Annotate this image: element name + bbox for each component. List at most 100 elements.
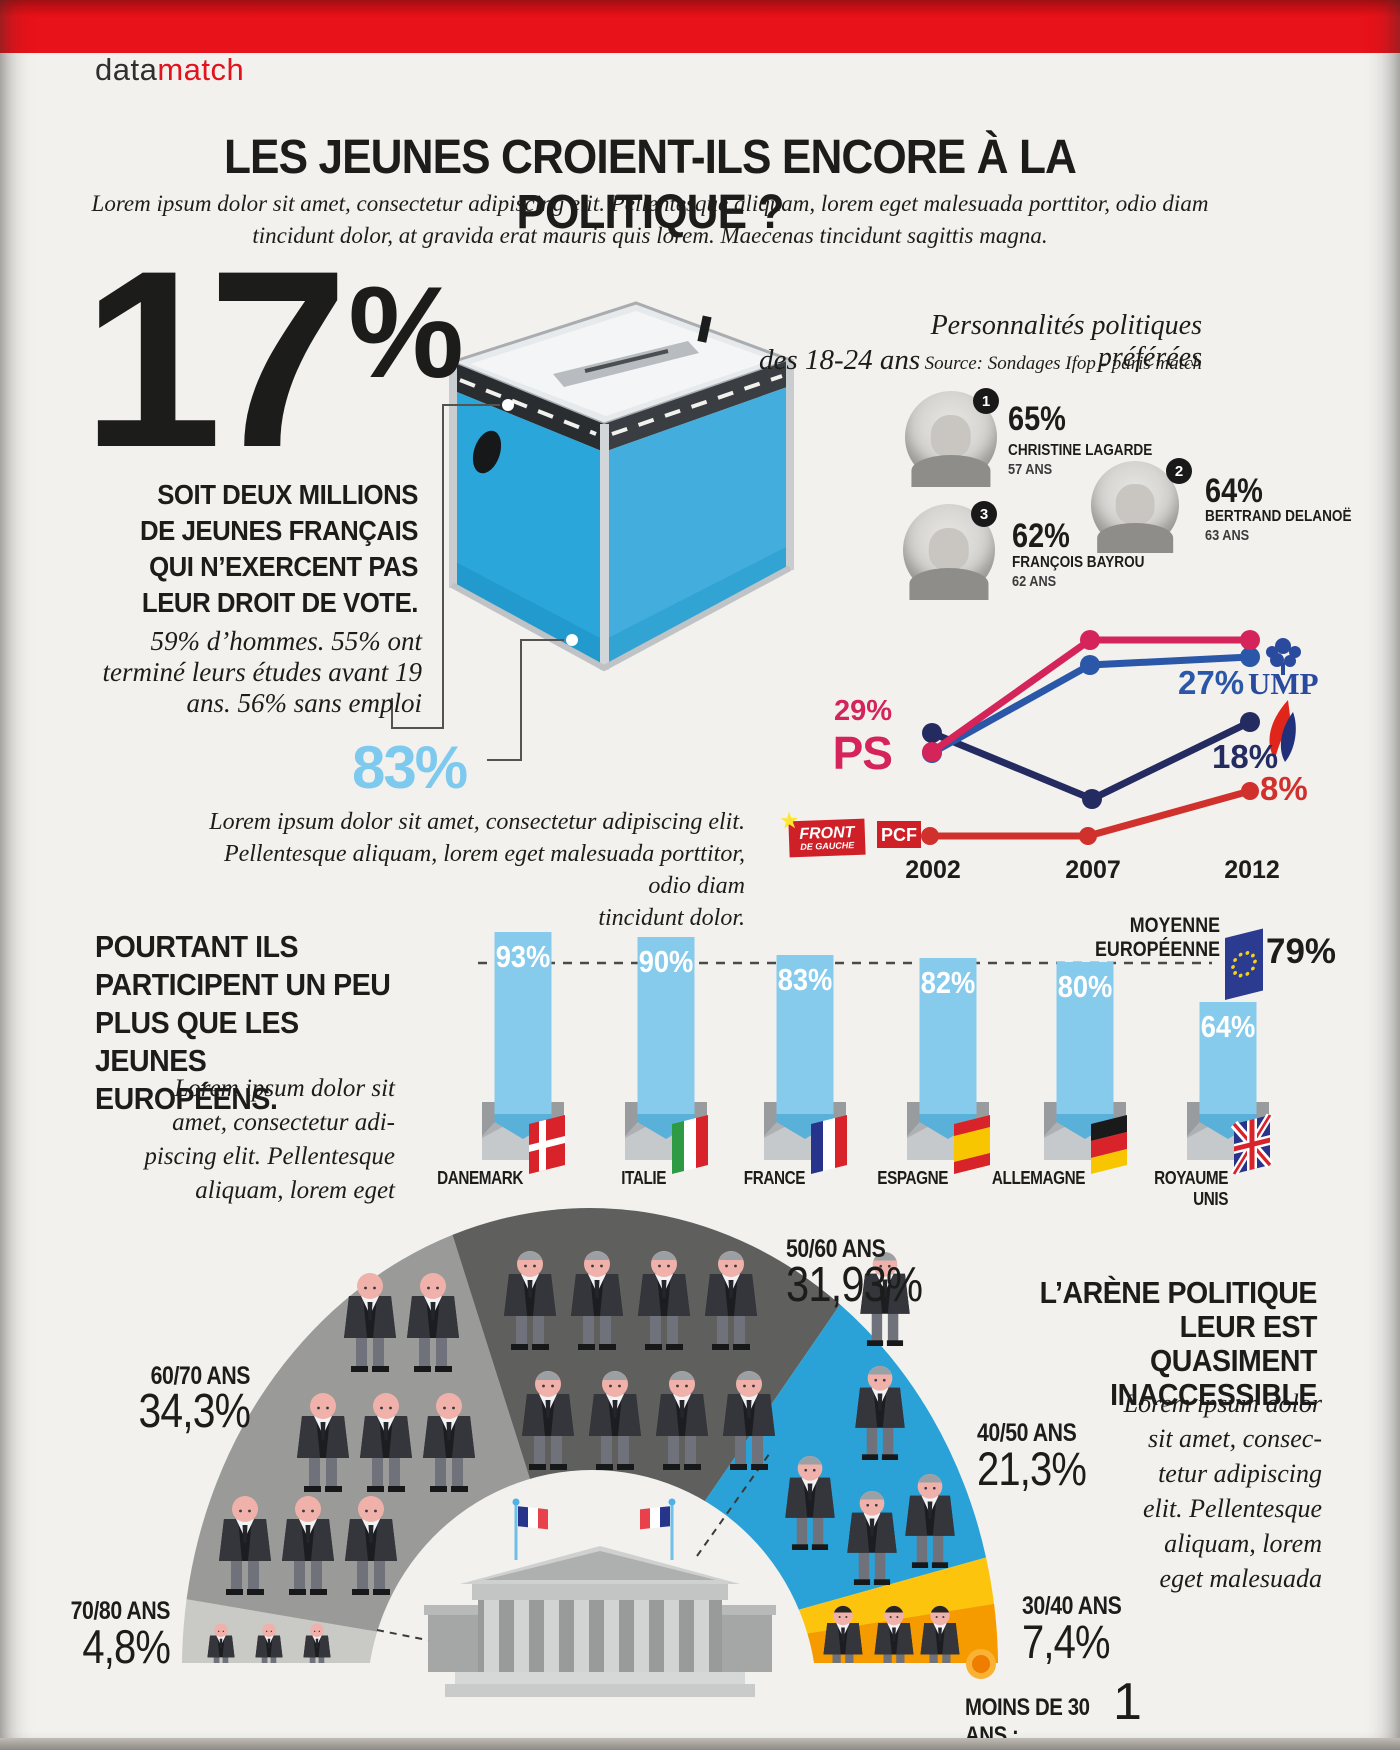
arena-text-line: eget malesuada <box>1159 1564 1322 1593</box>
stat-17-value: 17 <box>82 219 348 500</box>
ps-line <box>922 630 1260 762</box>
detail-line: 59% d’hommes. 55% ont <box>150 626 422 656</box>
photo-bertrand-delanoe <box>1091 461 1179 553</box>
person-figure <box>360 1393 412 1492</box>
participation-heading-line: PARTICIPENT UN PEU <box>95 967 391 1002</box>
label-ps-pct: 29% <box>833 695 892 727</box>
person-figure <box>705 1251 757 1350</box>
arena-text: Lorem ipsum dolor sit amet, consec- tetu… <box>1030 1386 1322 1596</box>
label-ump-pct: 27% <box>1178 664 1245 701</box>
personalities-source: Source: Sondages Ifop - paris match <box>924 353 1202 374</box>
subtitle-line-2: tincidunt dolor, at gravida erat mauris … <box>252 223 1048 248</box>
segment-label-70-80: 70/80 ANS <box>70 1597 171 1625</box>
bar-country-label: ALLEMAGNE <box>991 1168 1086 1188</box>
person-figure <box>656 1371 708 1470</box>
rank-badge-1: 1 <box>973 388 999 414</box>
label-fdg-pct: 8% <box>1260 770 1308 807</box>
under30-dot <box>966 1649 996 1679</box>
person-figure <box>638 1251 690 1350</box>
person-figure <box>344 1273 396 1372</box>
segment-value-60-70: 34,3% <box>138 1385 251 1438</box>
bar-value: 82% <box>920 965 976 1000</box>
pct-lagarde: 65% <box>1008 400 1066 438</box>
segment-value-70-80: 4,8% <box>82 1620 171 1673</box>
personalities-heading-2: des 18-24 ans Source: Sondages Ifop - pa… <box>700 344 1202 377</box>
stat-83-value: 83% <box>352 734 468 801</box>
ump-tree-icon <box>1266 638 1301 675</box>
person-figure <box>905 1473 955 1568</box>
axis-year-2012: 2012 <box>1224 856 1280 884</box>
person-figure <box>860 1251 910 1346</box>
person-figure <box>282 1496 334 1595</box>
arena-text-line: sit amet, consec- <box>1147 1424 1322 1453</box>
arena-text-line: Lorem ipsum dolor <box>1123 1389 1322 1418</box>
brand-part1: data <box>95 52 158 87</box>
bar-country-label: ROYAUME UNIS <box>1154 1168 1228 1209</box>
page-title: LES JEUNES CROIENT-ILS ENCORE À LA POLIT… <box>223 131 1077 239</box>
arena-text-line: tetur adipiscing <box>1158 1459 1322 1488</box>
person-figure <box>297 1393 349 1492</box>
face-illustration <box>928 527 970 571</box>
arena-heading-line: INACCESSIBLE <box>1110 1377 1317 1412</box>
caption-line: Pellentesque aliquam, lorem eget malesua… <box>223 841 745 899</box>
bar-royaume-unis <box>1187 1002 1274 1176</box>
ballot-box-illustration <box>447 301 795 672</box>
caption-line: Lorem ipsum dolor sit amet, consectetur … <box>209 809 745 835</box>
person-figure <box>589 1371 641 1470</box>
segment-value-40-50: 21,3% <box>977 1442 1087 1495</box>
arena-heading: L’ARÈNE POLITIQUE LEUR EST QUASIMENT INA… <box>1021 1275 1318 1412</box>
segment-label-50-60: 50/60 ANS <box>786 1235 886 1263</box>
label-fn-pct: 18% <box>1212 738 1279 775</box>
segment-label-40-50: 40/50 ANS <box>977 1419 1077 1447</box>
person-figure <box>723 1371 775 1470</box>
bar-espagne <box>907 958 990 1174</box>
assembly-building <box>424 1498 776 1697</box>
arena-text-line: aliquam, lorem <box>1164 1529 1322 1558</box>
bar-value: 83% <box>777 962 833 997</box>
name-delanoe: BERTRAND DELANOË <box>1205 508 1352 525</box>
eu-average-value: 79% <box>1266 932 1337 971</box>
bar-country-label: ITALIE <box>621 1168 666 1188</box>
participation-text-line: Lorem ipsum dolor sit <box>174 1075 395 1102</box>
stat-17-detail: 59% d’hommes. 55% ont terminé leurs étud… <box>80 626 422 719</box>
flag-royaume-unis <box>1230 1113 1274 1176</box>
participation-heading: POURTANT ILS PARTICIPENT UN PEU PLUS QUE… <box>95 928 399 1118</box>
party-line-chart <box>921 630 1301 845</box>
bar-italie <box>625 937 708 1174</box>
bar-danemark <box>482 932 565 1174</box>
face-illustration <box>1115 483 1155 525</box>
flag-italie <box>672 1115 708 1174</box>
bar-country-label: FRANCE <box>743 1168 806 1188</box>
person-figure <box>407 1273 459 1372</box>
stat-17-statement: SOIT DEUX MILLIONS DE JEUNES FRANÇAIS QU… <box>125 477 418 621</box>
people-figures <box>207 1251 960 1663</box>
callout-connectors <box>391 399 578 761</box>
fdg-pcf-line <box>921 782 1259 845</box>
under30-label: MOINS DE 30 ANS : <box>965 1694 1090 1749</box>
bar-value: 80% <box>1057 969 1113 1004</box>
arena-heading-line: L’ARÈNE POLITIQUE <box>1039 1275 1318 1310</box>
personalities-heading-1: Personnalités politiques préférées <box>930 310 1202 373</box>
person-figure <box>423 1393 475 1492</box>
star-icon: ★ <box>780 809 799 833</box>
detail-line: terminé leurs études avant 19 <box>102 657 422 687</box>
axis-year-2002: 2002 <box>905 856 961 884</box>
stat-17-unit: % <box>348 259 464 405</box>
eu-flag-icon <box>1225 928 1263 1000</box>
face-illustration <box>930 414 972 458</box>
pct-delanoe: 64% <box>1205 472 1263 510</box>
name-bayrou: FRANÇOIS BAYROU <box>1012 554 1145 571</box>
age-delanoe: 63 ANS <box>1205 527 1250 544</box>
arena-heading-line: LEUR EST QUASIMENT <box>1150 1309 1317 1378</box>
bar-value: 90% <box>638 944 694 979</box>
brand-logo: datamatch <box>95 52 244 88</box>
french-flag-icon <box>518 1506 548 1530</box>
person-figure <box>345 1496 397 1595</box>
segment-value-50-60: 31,93% <box>786 1258 923 1312</box>
shoulders-illustration <box>1097 522 1173 553</box>
person-figure <box>255 1623 283 1663</box>
participation-text-line: amet, consectetur adi- <box>172 1109 395 1136</box>
age-lagarde: 57 ANS <box>1008 461 1053 478</box>
bar-allemagne <box>1044 962 1127 1174</box>
bar-value: 64% <box>1200 1009 1256 1044</box>
